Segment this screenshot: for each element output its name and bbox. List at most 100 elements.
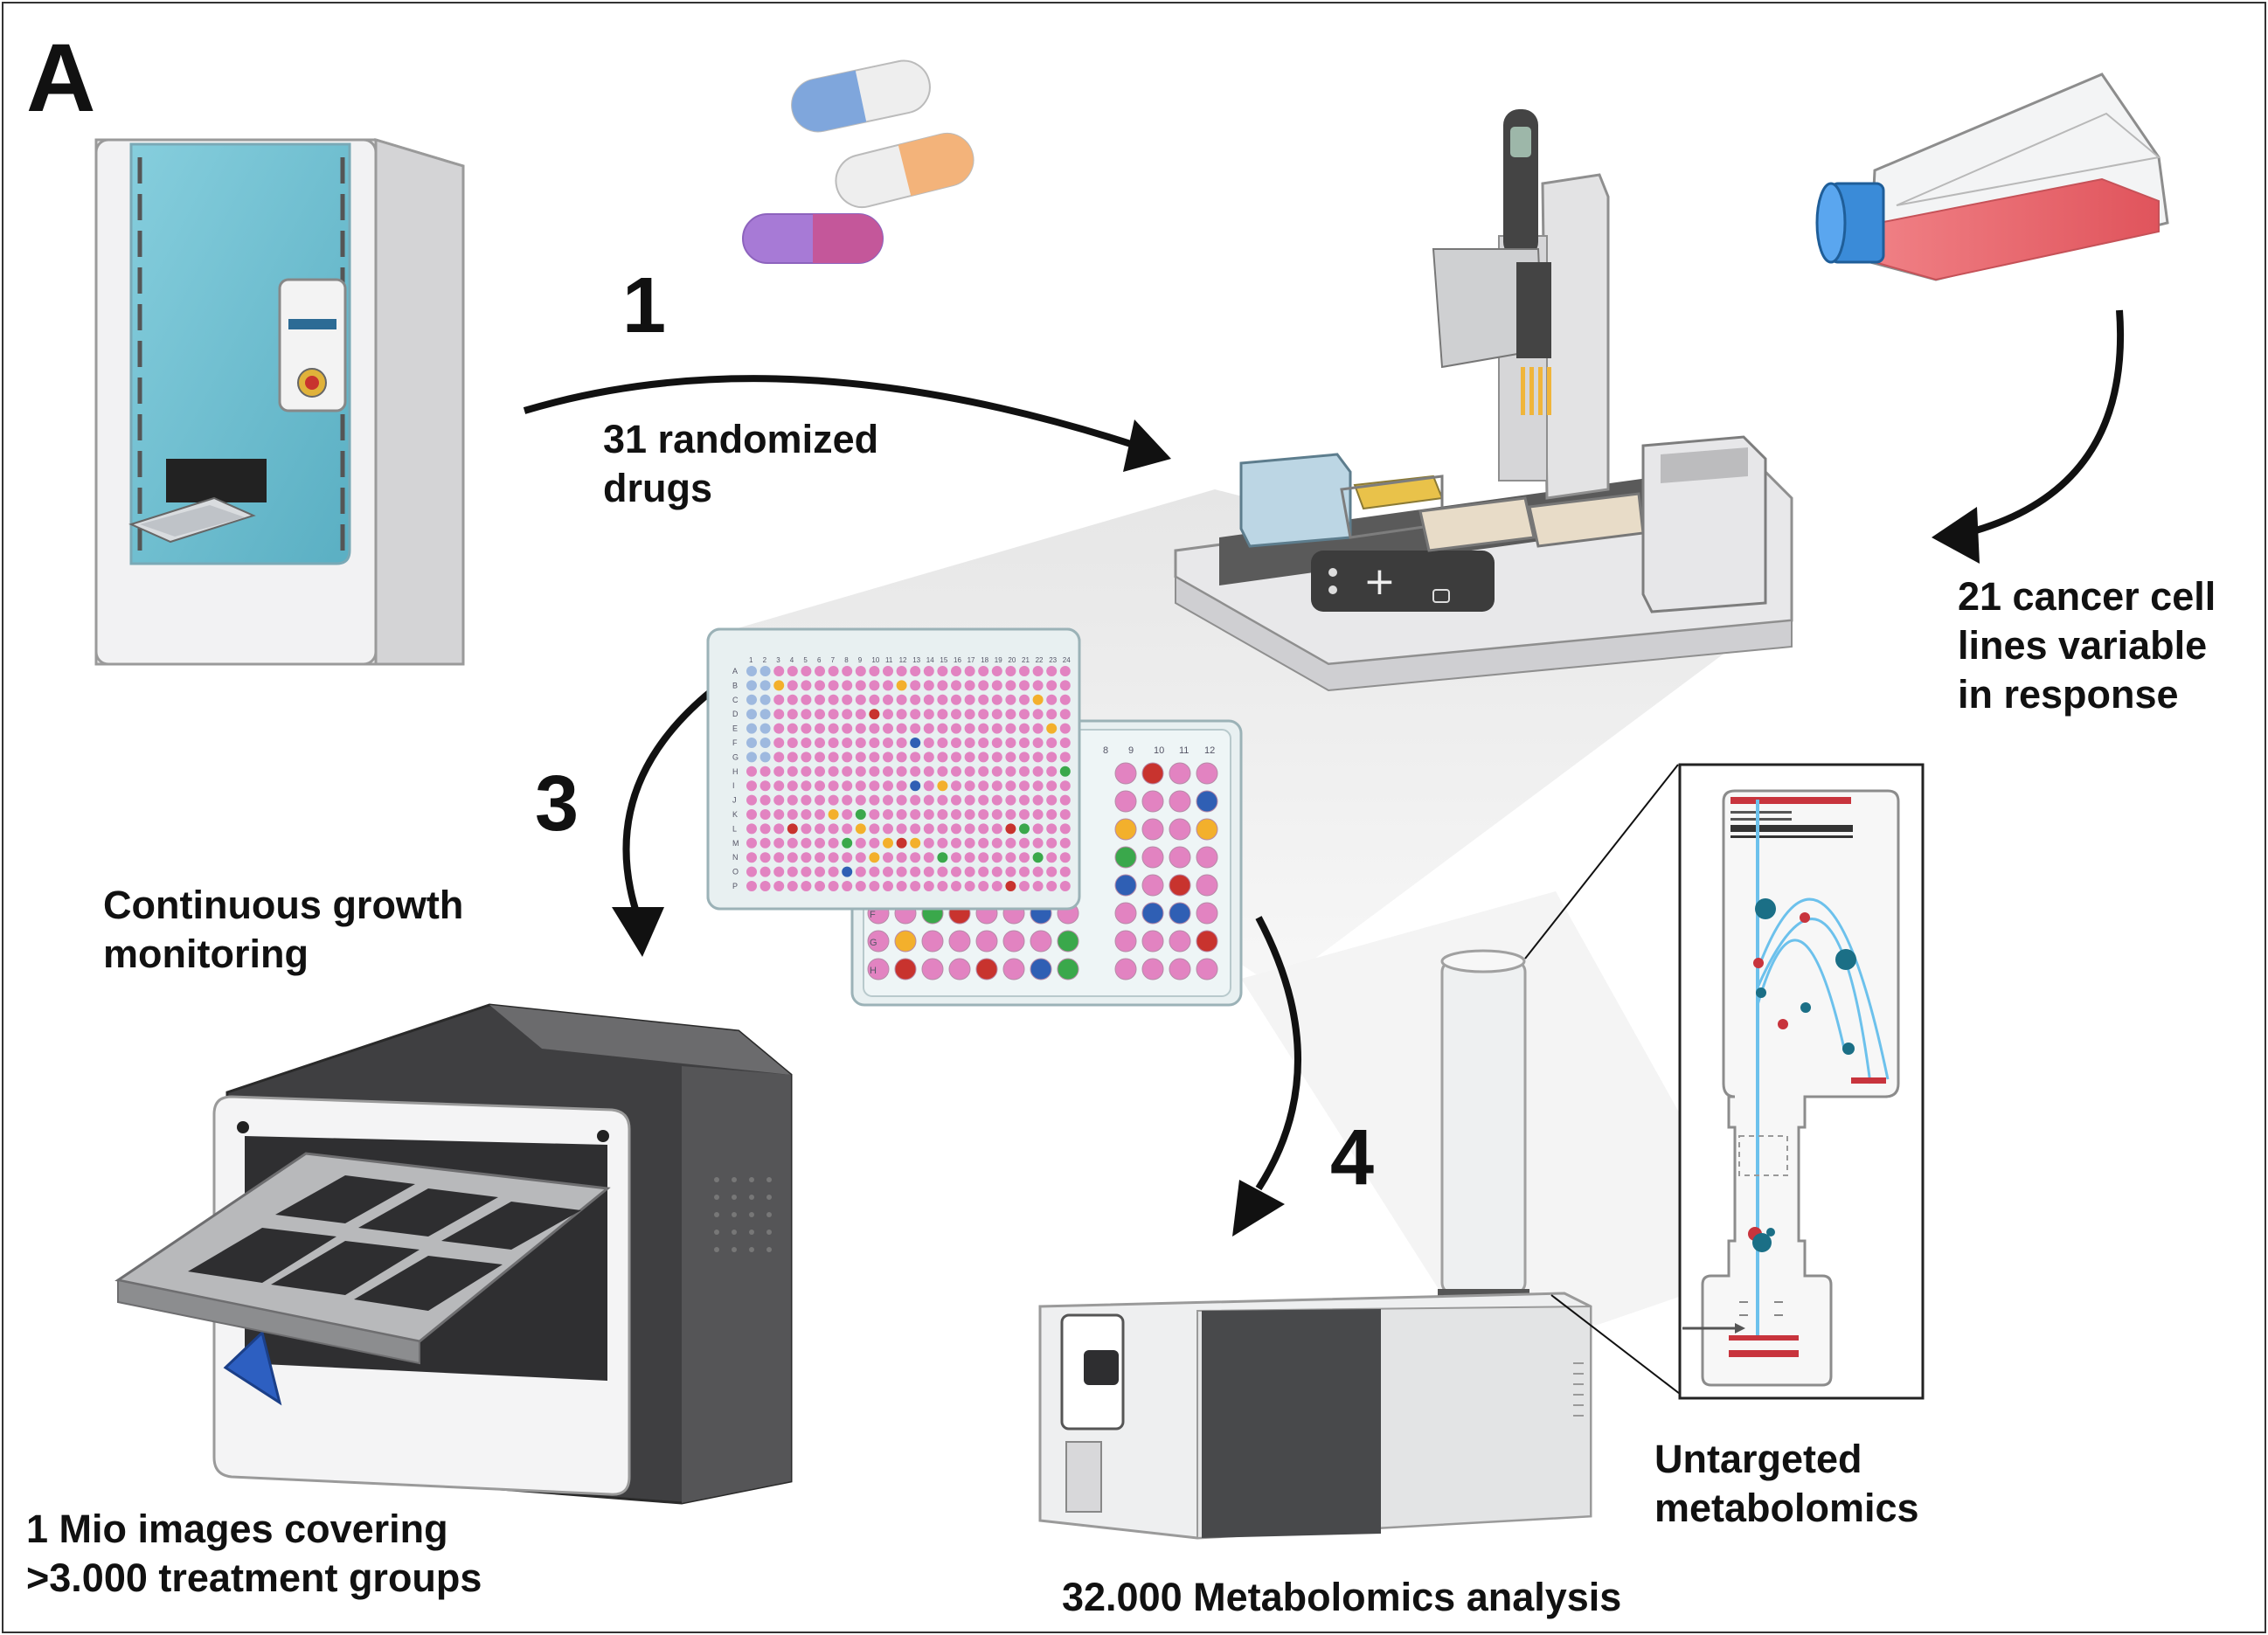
plate384-well <box>1032 694 1044 705</box>
plate96-well <box>1002 958 1025 980</box>
plate384-well <box>883 766 893 777</box>
plate384-well <box>842 680 853 691</box>
plate384-well <box>855 852 866 863</box>
plate384-well <box>759 752 771 763</box>
plate384-well <box>815 852 825 863</box>
plate384-well <box>801 766 812 777</box>
plate384-well <box>1059 766 1071 777</box>
cell-lines-label-line2: lines variable <box>1958 623 2208 668</box>
plate384-row-label: J <box>732 796 737 805</box>
plate384-well <box>828 752 839 763</box>
plate384-well <box>1005 752 1016 763</box>
plate384-row-label: F <box>732 738 738 747</box>
plate384-well <box>951 752 961 763</box>
plate384-well <box>991 766 1002 777</box>
ms-schematic-icon <box>1678 763 1925 1400</box>
plate384-well <box>1005 881 1016 891</box>
arrow-cells <box>1965 309 2124 537</box>
plate384-well <box>815 680 825 691</box>
plate384-well <box>855 866 866 877</box>
plate384-well <box>801 881 812 891</box>
plate96-well <box>1196 846 1218 869</box>
plate384-well <box>896 823 907 835</box>
plate384-well <box>1005 666 1016 676</box>
plate384-well <box>842 794 853 806</box>
plate384-well <box>1005 738 1016 748</box>
plate384-well <box>1032 837 1044 849</box>
plate384-well <box>746 852 757 863</box>
plate384-well <box>896 766 907 777</box>
plate96-well <box>1114 902 1137 925</box>
plate384-well <box>951 738 961 748</box>
plate384-well <box>1019 837 1030 849</box>
plate96-well <box>1169 790 1191 813</box>
plate384-row-label: L <box>732 824 737 833</box>
plate384-well <box>896 680 907 691</box>
plate384-well <box>937 780 948 792</box>
arrow-head-4 <box>1232 1180 1285 1237</box>
plate384-well <box>923 809 934 820</box>
plate384-well <box>815 780 825 792</box>
plate384-well <box>1032 738 1044 748</box>
plate384-well <box>978 881 989 891</box>
plate384-well <box>978 680 989 691</box>
cell-culture-flask-icon <box>1815 73 2169 281</box>
plate384-well <box>1059 852 1071 863</box>
plate384-well <box>787 694 798 705</box>
plate384-well <box>855 794 866 806</box>
plate384-row-label: K <box>732 810 738 819</box>
arrow-step-3 <box>622 687 715 919</box>
plate384-well <box>801 680 812 691</box>
plate384-well <box>842 766 853 777</box>
cell-lines-label: 21 cancer cell lines variable in respons… <box>1958 572 2216 719</box>
plate96-well <box>1002 930 1025 953</box>
plate384-well <box>801 809 812 820</box>
plate384-well <box>746 780 757 792</box>
plate384-well <box>951 709 961 720</box>
plate384-well <box>746 738 757 748</box>
plate384-well <box>1032 709 1044 720</box>
plate384-well <box>801 723 812 734</box>
plate384-well <box>787 852 798 863</box>
plate384-well <box>746 837 757 849</box>
plate384-well <box>746 866 757 877</box>
plate384-well <box>978 780 989 792</box>
plate384-well <box>1032 823 1044 835</box>
plate384-well <box>787 752 798 763</box>
plate384-well <box>815 823 825 835</box>
plate384-row-label: H <box>732 767 739 776</box>
plate384-well <box>1059 881 1071 891</box>
plate384-column-label: 20 <box>1008 656 1016 664</box>
plate384-well <box>951 809 961 820</box>
plate384-well <box>759 852 771 863</box>
drugs-label: 31 randomized drugs <box>603 415 878 513</box>
plate96-well <box>1141 846 1164 869</box>
plate384-well <box>773 780 785 792</box>
plate384-well <box>1019 794 1030 806</box>
plate384-well <box>883 794 893 806</box>
plate384-well <box>815 837 825 849</box>
plate384-well <box>1019 809 1030 820</box>
plate384-column-label: 3 <box>776 656 780 664</box>
plate384-well <box>869 823 880 835</box>
plate384-well <box>828 766 839 777</box>
plate384-well <box>759 823 771 835</box>
plate96-well <box>921 958 944 980</box>
plate384-row-label: E <box>732 724 738 733</box>
plate384-well <box>883 709 893 720</box>
plate384-well <box>910 794 921 806</box>
plate384-well <box>746 680 757 691</box>
plate384-well <box>759 866 771 877</box>
plate384-well <box>828 852 839 863</box>
plate384-well <box>815 738 825 748</box>
plate384-well <box>883 694 893 705</box>
plate384-column-label: 2 <box>763 656 767 664</box>
plate384-well <box>842 709 853 720</box>
plate384-well <box>801 794 812 806</box>
plate96-well <box>1114 874 1137 897</box>
plate96-well <box>894 930 917 953</box>
plate384-well <box>1005 709 1016 720</box>
plate96-well <box>1141 790 1164 813</box>
plate96-well <box>1169 818 1191 841</box>
